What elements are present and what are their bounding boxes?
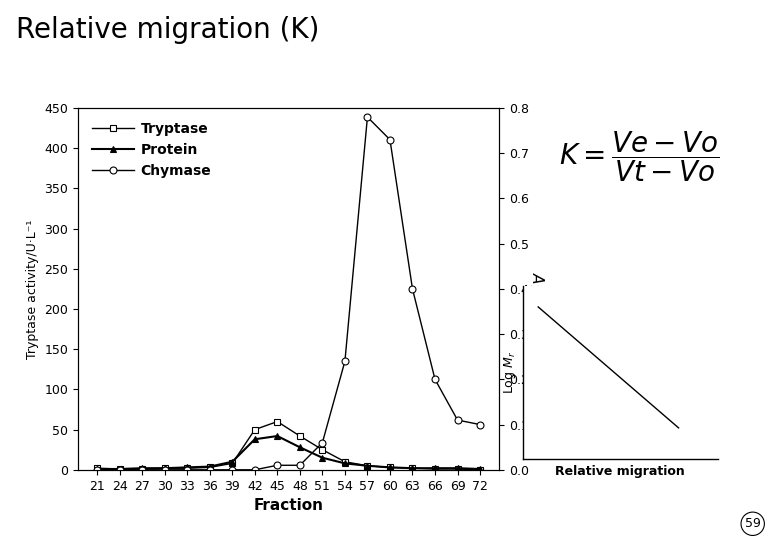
Text: Relative migration (K): Relative migration (K)	[16, 16, 319, 44]
Legend: Tryptase, Protein, Chymase: Tryptase, Protein, Chymase	[85, 115, 218, 185]
Y-axis label: $A_{280}$: $A_{280}$	[526, 272, 545, 306]
X-axis label: Relative migration: Relative migration	[555, 464, 685, 477]
Text: 59: 59	[745, 517, 760, 530]
Y-axis label: Log $M_r$: Log $M_r$	[502, 351, 519, 394]
Y-axis label: Tryptase activity/U·L⁻¹: Tryptase activity/U·L⁻¹	[26, 219, 39, 359]
X-axis label: Fraction: Fraction	[254, 498, 324, 513]
Text: $\mathit{K} = \dfrac{\mathit{Ve} - \mathit{Vo}}{\mathit{Vt} - \mathit{Vo}}$: $\mathit{K} = \dfrac{\mathit{Ve} - \math…	[559, 129, 720, 184]
